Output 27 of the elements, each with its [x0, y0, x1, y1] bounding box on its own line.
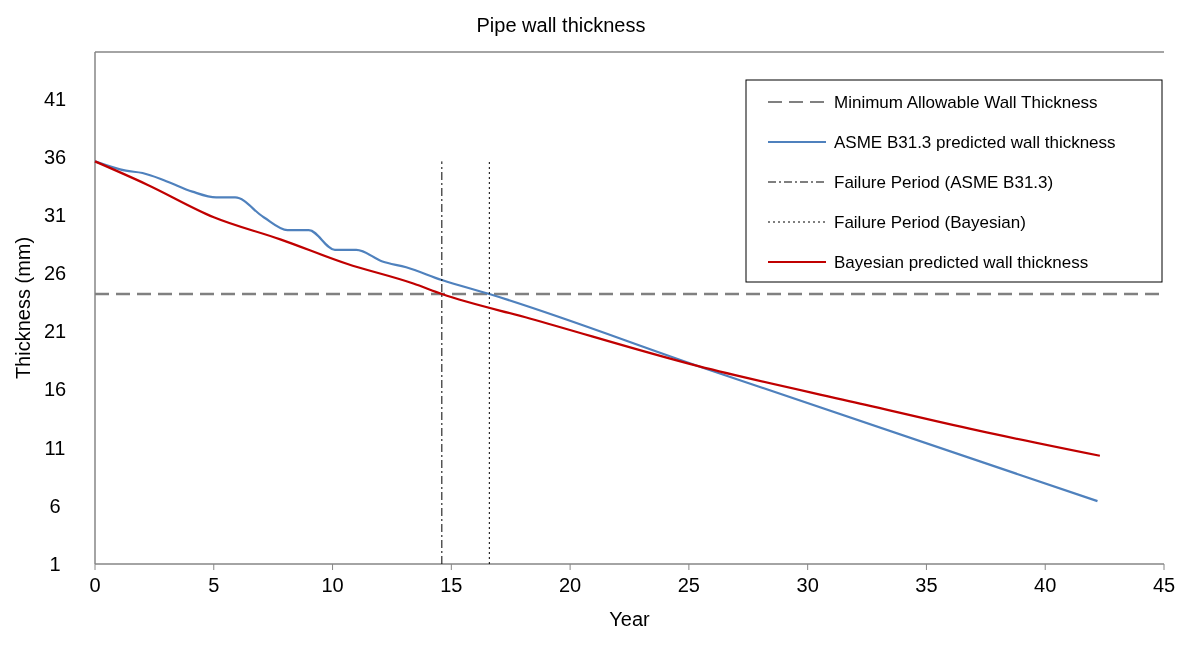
- y-tick-label: 16: [43, 378, 67, 401]
- chart-title: Pipe wall thickness: [476, 14, 646, 36]
- y-tick-label: 11: [44, 436, 66, 459]
- y-tick-label: 41: [43, 87, 67, 110]
- legend-label: Minimum Allowable Wall Thickness: [834, 93, 1098, 112]
- x-tick-label: 40: [1034, 574, 1057, 596]
- y-tick-label: 36: [43, 145, 67, 168]
- legend-label: Failure Period (ASME B31.3): [834, 173, 1054, 192]
- x-tick-label: 35: [915, 574, 938, 596]
- legend-label: Failure Period (Bayesian): [834, 213, 1026, 232]
- x-tick-label: 15: [440, 574, 463, 596]
- legend-label: Bayesian predicted wall thickness: [834, 253, 1089, 272]
- y-tick-label: 6: [49, 494, 61, 517]
- legend-label: ASME B31.3 predicted wall thickness: [834, 133, 1116, 152]
- x-tick-label: 45: [1152, 574, 1176, 596]
- x-tick-label: 25: [677, 574, 701, 596]
- y-axis-title: Thickness (mm): [12, 236, 34, 380]
- y-tick-label: 1: [49, 553, 61, 575]
- y-tick-label: 26: [43, 262, 67, 285]
- y-tick-label: 31: [43, 203, 67, 226]
- x-axis-title: Year: [609, 608, 651, 630]
- x-tick-label: 0: [89, 574, 101, 596]
- x-tick-label: 30: [796, 574, 819, 596]
- x-tick-label: 10: [321, 574, 344, 596]
- x-tick-label: 5: [208, 574, 220, 596]
- x-tick-label: 20: [558, 574, 582, 596]
- y-tick-label: 21: [43, 320, 67, 343]
